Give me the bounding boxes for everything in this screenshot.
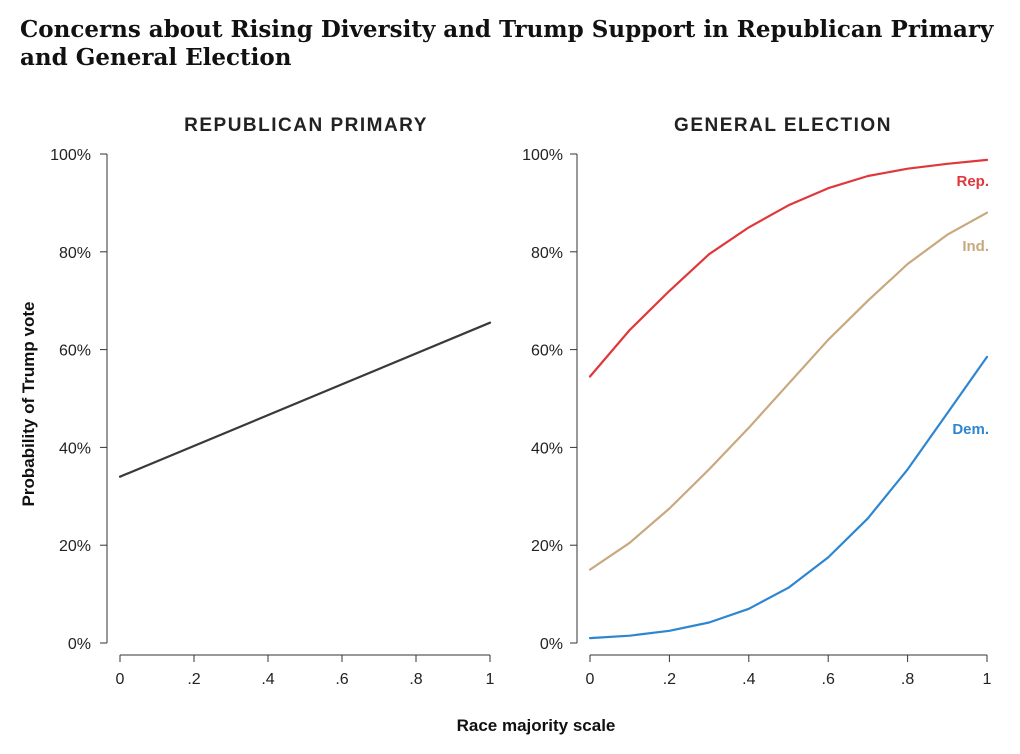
panel-2-y-tick-label: 20% bbox=[531, 538, 563, 555]
panel-2-title: GENERAL ELECTION bbox=[674, 115, 892, 136]
panel-2-series-rep-label: Rep. bbox=[956, 173, 989, 190]
panel-2-series-dem-line bbox=[588, 355, 989, 640]
panel-1-y-tick-label: 60% bbox=[59, 343, 91, 360]
panel-2-x-tick-label: .6 bbox=[822, 671, 835, 688]
panel-1-x-tick-label: .6 bbox=[335, 671, 348, 688]
panel-1-y-tick-label: 80% bbox=[59, 245, 91, 262]
panel-1-x-tick-label: 0 bbox=[116, 671, 125, 688]
panel-2-x-tick-label: 1 bbox=[983, 671, 992, 688]
x-axis-label: Race majority scale bbox=[457, 716, 616, 735]
panel-1-y-tick-label: 20% bbox=[59, 538, 91, 555]
panel-2-x-tick-label: .4 bbox=[742, 671, 755, 688]
panel-2-y-tick-label: 80% bbox=[531, 245, 563, 262]
panel-2-y-tick-label: 100% bbox=[522, 147, 563, 164]
panel-2-x-tick-label: .8 bbox=[901, 671, 914, 688]
panel-2-series-ind-label: Ind. bbox=[962, 238, 989, 255]
panel-1-title: REPUBLICAN PRIMARY bbox=[184, 115, 428, 136]
panel-2-x-tick-label: .2 bbox=[663, 671, 676, 688]
chart-title: Concerns about Rising Diversity and Trum… bbox=[20, 16, 994, 71]
y-axis-label: Probability of Trump vote bbox=[19, 302, 38, 507]
panel-2-series-ind-line bbox=[588, 211, 989, 571]
panel-2-series-rep-line bbox=[588, 158, 989, 378]
panel-1-x-tick-label: .2 bbox=[187, 671, 200, 688]
panel-1-y-tick-label: 40% bbox=[59, 440, 91, 457]
panel-1-x-tick-label: .8 bbox=[409, 671, 422, 688]
panel-2-y-tick-label: 0% bbox=[540, 636, 563, 653]
panel-2-x-tick-label: 0 bbox=[586, 671, 595, 688]
panel-2-y-tick-label: 40% bbox=[531, 440, 563, 457]
panel-1-x-tick-label: 1 bbox=[486, 671, 495, 688]
panel-2-y-tick-label: 60% bbox=[531, 343, 563, 360]
panel-1-x-tick-label: .4 bbox=[261, 671, 274, 688]
panel-1-y-tick-label: 0% bbox=[68, 636, 91, 653]
panel-1-series-trend-line bbox=[118, 321, 492, 478]
panel-2-series-dem-label: Dem. bbox=[952, 421, 989, 438]
panel-1-y-tick-label: 100% bbox=[50, 147, 91, 164]
